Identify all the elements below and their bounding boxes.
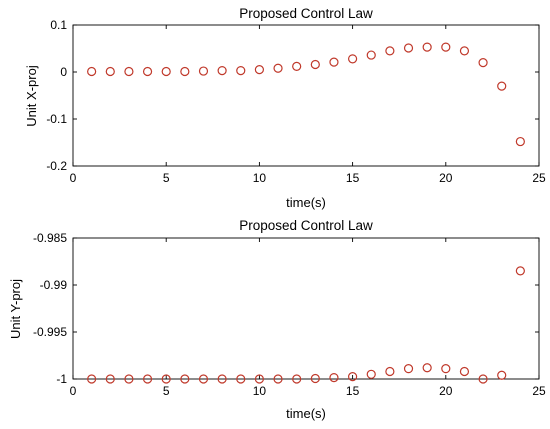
bottom-data-point bbox=[310, 373, 320, 384]
top-x-tick-label: 20 bbox=[439, 171, 453, 185]
bottom-plot-frame bbox=[72, 237, 540, 380]
bottom-x-tick-label: 20 bbox=[439, 384, 453, 398]
top-y-tick-label: 0.1 bbox=[50, 18, 67, 32]
top-plot-frame bbox=[72, 24, 540, 167]
bottom-x-tick-label: 10 bbox=[253, 384, 267, 398]
top-x-tick-label: 0 bbox=[70, 171, 77, 185]
bottom-data-point bbox=[180, 374, 190, 384]
bottom-y-tick-label: -0.985 bbox=[33, 231, 67, 245]
top-y-tick-label: 0 bbox=[60, 65, 67, 79]
top-data-point bbox=[459, 46, 470, 56]
bottom-data-point bbox=[497, 370, 507, 380]
bottom-data-point bbox=[236, 374, 246, 384]
top-y-axis: -0.2 -0.1 0 0.1 bbox=[46, 18, 539, 173]
top-y-tick-label: -0.1 bbox=[46, 112, 67, 126]
bottom-data-point bbox=[385, 366, 395, 377]
bottom-subplot: Proposed Control Law 0 5 10 15 20 25 -1 -0.995… bbox=[8, 218, 546, 421]
bottom-y-axis: -1 -0.995 -0.99 -0.985 bbox=[33, 231, 539, 386]
top-data-point bbox=[254, 65, 264, 75]
top-data-point bbox=[497, 81, 507, 91]
top-data-point bbox=[422, 42, 432, 52]
top-x-tick-label: 10 bbox=[253, 171, 267, 185]
top-x-tick-label: 15 bbox=[346, 171, 360, 185]
bottom-data-point bbox=[515, 266, 525, 276]
bottom-data-point bbox=[348, 372, 358, 382]
bottom-y-axis-label: Unit Y-proj bbox=[8, 279, 23, 339]
top-y-axis-label: Unit X-proj bbox=[24, 65, 39, 127]
bottom-x-tick-label: 0 bbox=[70, 384, 77, 398]
bottom-data-point bbox=[459, 366, 470, 377]
bottom-data-point bbox=[124, 374, 134, 384]
top-data-point bbox=[403, 43, 414, 53]
top-x-tick-label: 5 bbox=[163, 171, 170, 185]
bottom-y-tick-label: -1 bbox=[56, 372, 67, 386]
top-series bbox=[87, 42, 525, 147]
bottom-data-point bbox=[142, 374, 153, 384]
top-data-point bbox=[161, 66, 171, 77]
top-data-point bbox=[217, 65, 227, 76]
top-x-axis-label: time(s) bbox=[286, 195, 326, 210]
bottom-data-point bbox=[403, 364, 414, 374]
bottom-data-point bbox=[441, 364, 451, 374]
top-x-tick-label: 25 bbox=[532, 171, 546, 185]
top-data-point bbox=[478, 57, 488, 68]
bottom-chart-title: Proposed Control Law bbox=[239, 218, 373, 233]
top-data-point bbox=[142, 66, 153, 77]
bottom-data-point bbox=[254, 374, 264, 384]
top-data-point bbox=[348, 54, 358, 64]
top-data-point bbox=[236, 65, 246, 76]
top-data-point bbox=[310, 59, 320, 70]
bottom-data-point bbox=[161, 374, 171, 384]
bottom-data-point bbox=[422, 363, 432, 373]
bottom-y-tick-label: -0.99 bbox=[40, 278, 68, 292]
top-y-tick-label: -0.2 bbox=[46, 159, 67, 173]
bottom-data-point bbox=[292, 374, 302, 384]
top-data-point bbox=[329, 57, 339, 67]
bottom-x-axis-label: time(s) bbox=[286, 406, 326, 421]
bottom-data-point bbox=[217, 374, 227, 384]
bottom-data-point bbox=[478, 374, 488, 384]
bottom-x-tick-label: 25 bbox=[532, 384, 546, 398]
bottom-data-point bbox=[366, 369, 376, 379]
bottom-data-point bbox=[105, 374, 115, 384]
top-subplot: Proposed Control Law 0 5 10 15 20 25 -0.2 -0.1… bbox=[24, 6, 546, 210]
top-data-point bbox=[515, 136, 525, 147]
bottom-y-tick-label: -0.995 bbox=[33, 325, 67, 339]
top-data-point bbox=[105, 66, 115, 77]
top-data-point bbox=[87, 66, 97, 77]
top-data-point bbox=[124, 66, 134, 77]
top-data-point bbox=[366, 50, 376, 60]
bottom-series bbox=[87, 266, 525, 384]
top-data-point bbox=[385, 46, 395, 56]
bottom-data-point bbox=[87, 374, 97, 384]
bottom-x-tick-label: 5 bbox=[163, 384, 170, 398]
top-data-point bbox=[180, 66, 190, 77]
top-data-point bbox=[292, 61, 302, 71]
top-data-point bbox=[441, 42, 451, 52]
top-chart-title: Proposed Control Law bbox=[239, 6, 373, 21]
bottom-data-point bbox=[198, 374, 209, 384]
bottom-x-axis: 0 5 10 15 20 25 bbox=[70, 238, 546, 398]
top-data-point bbox=[273, 63, 283, 73]
top-x-axis: 0 5 10 15 20 25 bbox=[70, 25, 546, 185]
bottom-data-point bbox=[329, 372, 339, 383]
bottom-x-tick-label: 15 bbox=[346, 384, 360, 398]
top-data-point bbox=[198, 66, 209, 76]
bottom-data-point bbox=[273, 374, 283, 384]
